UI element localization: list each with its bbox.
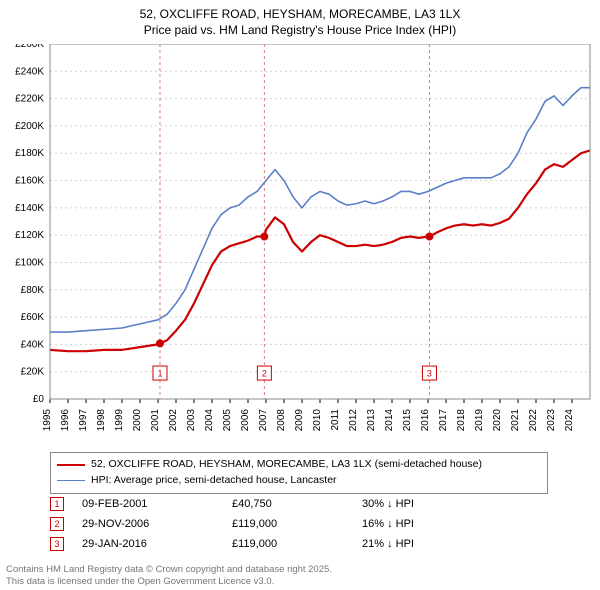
txn-row-marker: 2: [50, 517, 64, 531]
x-tick-label: 2004: [204, 409, 215, 432]
txn-marker-num: 3: [427, 369, 432, 379]
x-tick-label: 2006: [240, 409, 251, 432]
txn-date: 29-NOV-2006: [82, 518, 232, 530]
x-tick-label: 2001: [150, 409, 161, 432]
x-tick-label: 1998: [96, 409, 107, 432]
x-tick-label: 2009: [294, 409, 305, 432]
y-tick-label: £140K: [15, 203, 44, 214]
transactions-table: 1 09-FEB-2001£40,75030% ↓ HPI 2 29-NOV-2006…: [50, 494, 548, 554]
txn-price: £40,750: [232, 498, 362, 510]
chart-area: £0 £20K £40K £60K £80K £100K £120K £140K £160K £1…: [0, 44, 600, 444]
legend-label: HPI: Average price, semi-detached house,…: [91, 473, 337, 489]
x-tick-label: 2010: [312, 409, 323, 432]
x-tick-label: 1995: [42, 409, 53, 432]
y-tick-label: £260K: [15, 44, 44, 50]
legend-row: HPI: Average price, semi-detached house,…: [57, 473, 541, 489]
x-tick-label: 2018: [456, 409, 467, 432]
x-tick-label: 2020: [492, 409, 503, 432]
x-tick-label: 2017: [438, 409, 449, 432]
footer-line-2: This data is licensed under the Open Gov…: [6, 576, 332, 588]
y-tick-label: £220K: [15, 94, 44, 105]
x-tick-label: 2005: [222, 409, 233, 432]
x-tick-label: 2007: [258, 409, 269, 432]
y-tick-label: £0: [33, 394, 45, 405]
legend-swatch: [57, 464, 85, 466]
txn-row: 2 29-NOV-2006£119,00016% ↓ HPI: [50, 514, 548, 534]
legend-label: 52, OXCLIFFE ROAD, HEYSHAM, MORECAMBE, L…: [91, 457, 482, 473]
x-tick-label: 2008: [276, 409, 287, 432]
txn-delta: 16% ↓ HPI: [362, 518, 414, 530]
x-tick-label: 2015: [402, 409, 413, 432]
y-tick-label: £20K: [21, 367, 45, 378]
y-tick-label: £180K: [15, 148, 44, 159]
x-tick-label: 2012: [348, 409, 359, 432]
x-tick-label: 1996: [60, 409, 71, 432]
txn-row: 3 29-JAN-2016£119,00021% ↓ HPI: [50, 534, 548, 554]
y-tick-label: £100K: [15, 257, 44, 268]
txn-date: 09-FEB-2001: [82, 498, 232, 510]
x-tick-label: 2000: [132, 409, 143, 432]
legend-swatch: [57, 480, 85, 482]
txn-delta: 30% ↓ HPI: [362, 498, 414, 510]
x-tick-label: 2024: [564, 409, 575, 432]
legend: 52, OXCLIFFE ROAD, HEYSHAM, MORECAMBE, L…: [50, 452, 548, 494]
title-line-1: 52, OXCLIFFE ROAD, HEYSHAM, MORECAMBE, L…: [0, 6, 600, 22]
txn-price: £119,000: [232, 538, 362, 550]
txn-row-marker: 1: [50, 497, 64, 511]
x-tick-label: 2003: [186, 409, 197, 432]
txn-point: [260, 233, 268, 241]
footer-attribution: Contains HM Land Registry data © Crown c…: [6, 564, 332, 588]
x-tick-label: 2021: [510, 409, 521, 432]
y-tick-label: £60K: [21, 312, 45, 323]
txn-point: [425, 233, 433, 241]
x-tick-label: 2013: [366, 409, 377, 432]
x-tick-label: 2011: [330, 409, 341, 431]
y-tick-label: £200K: [15, 121, 44, 132]
txn-price: £119,000: [232, 518, 362, 530]
y-tick-label: £160K: [15, 176, 44, 187]
y-tick-label: £80K: [21, 285, 45, 296]
chart-title: 52, OXCLIFFE ROAD, HEYSHAM, MORECAMBE, L…: [0, 0, 600, 38]
txn-row-marker: 3: [50, 537, 64, 551]
y-tick-label: £240K: [15, 66, 44, 77]
x-tick-label: 2019: [474, 409, 485, 432]
txn-marker-num: 1: [157, 369, 162, 379]
x-tick-label: 2002: [168, 409, 179, 432]
txn-delta: 21% ↓ HPI: [362, 538, 414, 550]
txn-marker-num: 2: [262, 369, 267, 379]
x-tick-label: 1999: [114, 409, 125, 432]
y-tick-label: £40K: [21, 339, 45, 350]
legend-row: 52, OXCLIFFE ROAD, HEYSHAM, MORECAMBE, L…: [57, 457, 541, 473]
txn-date: 29-JAN-2016: [82, 538, 232, 550]
x-tick-label: 2023: [546, 409, 557, 432]
y-tick-label: £120K: [15, 230, 44, 241]
title-line-2: Price paid vs. HM Land Registry's House …: [0, 22, 600, 38]
footer-line-1: Contains HM Land Registry data © Crown c…: [6, 564, 332, 576]
chart-svg: £0 £20K £40K £60K £80K £100K £120K £140K £160K £1…: [0, 44, 600, 444]
x-tick-label: 2014: [384, 409, 395, 432]
x-tick-label: 2022: [528, 409, 539, 432]
x-tick-label: 2016: [420, 409, 431, 432]
txn-point: [156, 339, 164, 347]
x-tick-label: 1997: [78, 409, 89, 432]
txn-row: 1 09-FEB-2001£40,75030% ↓ HPI: [50, 494, 548, 514]
